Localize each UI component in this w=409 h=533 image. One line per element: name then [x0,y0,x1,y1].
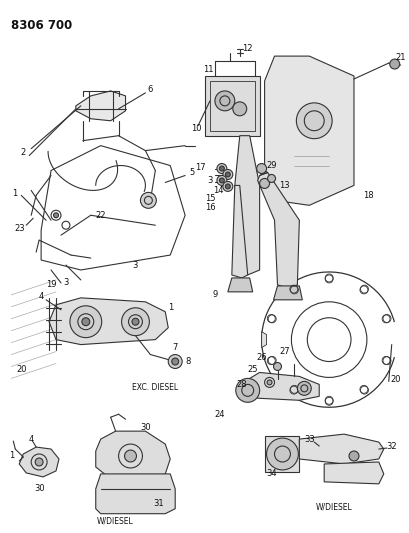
Text: 34: 34 [265,470,276,479]
Circle shape [232,102,246,116]
Circle shape [267,174,275,182]
Text: 1: 1 [9,450,14,459]
Text: 23: 23 [14,224,25,233]
Polygon shape [49,298,168,345]
Circle shape [140,192,156,208]
Text: 4: 4 [38,292,44,301]
Polygon shape [264,56,353,205]
Polygon shape [227,278,252,292]
Text: 25: 25 [247,365,257,374]
Circle shape [297,382,310,395]
Polygon shape [261,332,266,348]
Circle shape [124,450,136,462]
Circle shape [219,178,224,183]
Circle shape [132,318,139,325]
Polygon shape [234,136,259,275]
Text: 21: 21 [394,53,405,62]
Circle shape [273,362,281,370]
Circle shape [222,169,232,180]
Polygon shape [324,462,383,484]
Circle shape [216,164,226,173]
Circle shape [222,181,232,191]
Circle shape [121,308,149,336]
Text: 26: 26 [256,353,266,362]
Polygon shape [299,434,383,464]
Text: 11: 11 [202,64,213,74]
Text: 10: 10 [190,124,201,133]
Polygon shape [257,173,299,288]
Text: 2: 2 [20,148,26,157]
Text: 33: 33 [303,434,314,443]
Text: W/DIESEL: W/DIESEL [97,516,134,525]
Circle shape [82,318,90,326]
Circle shape [168,354,182,368]
Circle shape [348,451,358,461]
Circle shape [214,91,234,111]
Text: 29: 29 [266,161,276,170]
Text: 18: 18 [363,191,373,200]
Text: 3: 3 [133,261,138,270]
Text: 19: 19 [46,280,56,289]
Text: 30: 30 [140,423,151,432]
Circle shape [70,306,101,337]
Text: 16: 16 [204,203,215,212]
Text: 13: 13 [279,181,289,190]
Text: EXC. DIESEL: EXC. DIESEL [132,383,178,392]
Text: 4: 4 [29,434,34,443]
Text: 20: 20 [389,375,400,384]
Polygon shape [273,286,301,300]
Text: 27: 27 [279,347,289,356]
Polygon shape [264,436,299,472]
Circle shape [266,438,298,470]
Text: 32: 32 [385,441,396,450]
Text: 30: 30 [34,484,44,494]
Circle shape [256,164,266,173]
Circle shape [235,378,259,402]
Text: 15: 15 [204,194,215,203]
Circle shape [216,175,226,185]
Polygon shape [239,373,319,400]
Text: 1: 1 [167,303,173,312]
Circle shape [54,213,58,218]
Circle shape [225,172,230,177]
Text: 17: 17 [194,163,205,172]
Circle shape [296,103,331,139]
Circle shape [266,380,272,385]
Circle shape [225,184,230,189]
Text: 7: 7 [172,343,178,352]
Text: 22: 22 [95,211,106,220]
Text: 8: 8 [185,357,190,366]
Polygon shape [19,447,59,477]
Polygon shape [204,76,259,136]
Circle shape [171,358,178,365]
Circle shape [389,59,399,69]
Text: W/DIESEL: W/DIESEL [315,502,352,511]
Text: 20: 20 [16,365,27,374]
Text: 3: 3 [207,176,212,185]
Polygon shape [76,91,125,121]
Text: 31: 31 [153,499,163,508]
Text: 6: 6 [147,85,153,94]
Polygon shape [96,474,175,514]
Text: 28: 28 [236,380,247,389]
Text: 9: 9 [212,290,217,300]
Text: 3: 3 [63,278,68,287]
Circle shape [259,179,269,188]
Text: 5: 5 [189,168,194,177]
Polygon shape [96,431,170,481]
Polygon shape [231,185,247,278]
Text: 8306 700: 8306 700 [11,19,72,33]
Text: 24: 24 [214,410,225,419]
Circle shape [219,166,224,171]
Circle shape [35,458,43,466]
Text: 1: 1 [11,189,17,198]
Text: 12: 12 [242,44,252,53]
Text: 14: 14 [212,186,222,195]
